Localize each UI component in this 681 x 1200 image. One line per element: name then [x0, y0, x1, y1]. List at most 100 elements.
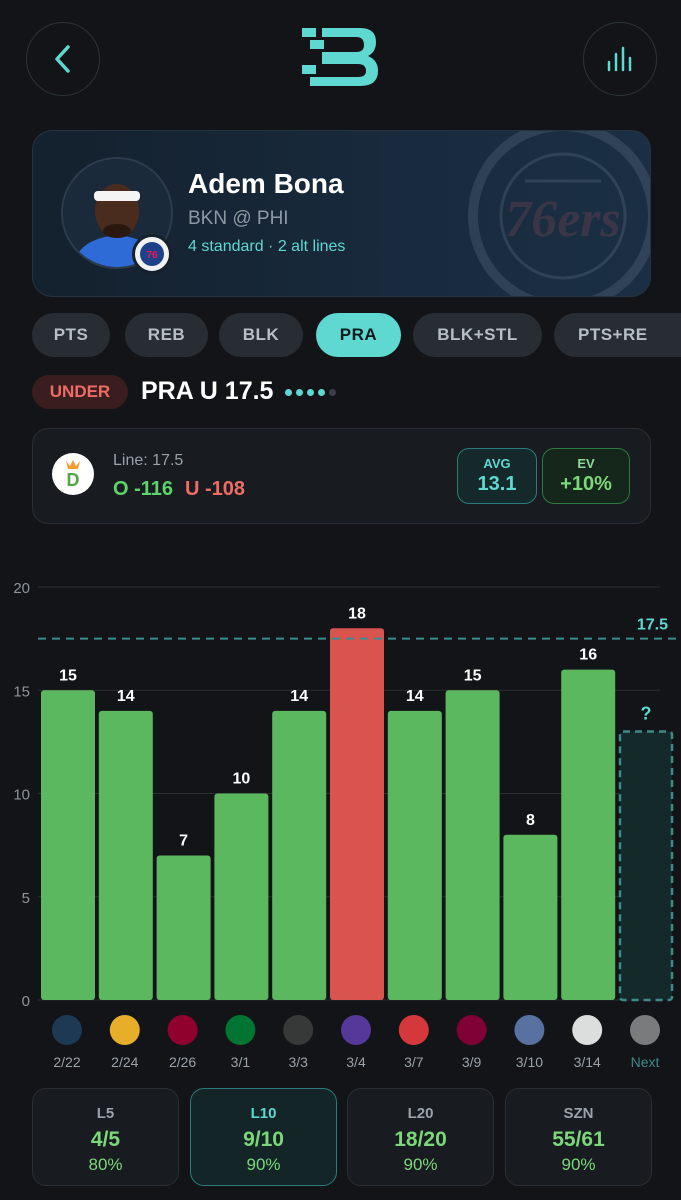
- y-tick-label: 15: [13, 683, 30, 700]
- cavaliers-logo-icon: [456, 1015, 487, 1045]
- heat-logo-icon: [167, 1015, 198, 1045]
- x-tick-label: 3/9: [462, 1054, 482, 1070]
- threshold-label: 17.5: [637, 617, 668, 634]
- pager-dot[interactable]: [285, 389, 292, 396]
- x-tick-label: 3/10: [516, 1054, 543, 1070]
- summary-fraction: 9/10: [243, 1128, 284, 1151]
- tab-label: BLK: [242, 325, 280, 344]
- x-tick-label: 3/1: [231, 1054, 251, 1070]
- y-tick-label: 0: [22, 993, 30, 1010]
- x-tick-label: 3/3: [288, 1054, 308, 1070]
- jazz-logo-icon: [341, 1015, 371, 1045]
- line-label: Line: 17.5: [113, 452, 184, 469]
- summary-percent: 90%: [561, 1155, 596, 1174]
- svg-text:D: D: [67, 470, 80, 490]
- 76ers-watermark-icon: 76ers: [468, 131, 650, 296]
- bar-value-label: 8: [526, 812, 535, 829]
- summary-card-l10[interactable]: L10 9/10 90%: [190, 1088, 337, 1186]
- side-label: UNDER: [49, 382, 111, 401]
- bar: [445, 690, 500, 1000]
- bar-chart-icon: [607, 46, 632, 72]
- bar: [272, 710, 327, 1000]
- x-tick-label: 2/26: [169, 1054, 196, 1070]
- bar: [98, 710, 153, 1000]
- tab-pts[interactable]: PTS: [32, 313, 110, 357]
- tab-reb[interactable]: REB: [125, 313, 208, 357]
- bar-value-label: 14: [117, 688, 135, 705]
- prop-title: PRA U 17.5: [141, 377, 274, 405]
- under-odds[interactable]: U -108: [185, 478, 246, 500]
- over-odds[interactable]: O -116: [113, 478, 174, 500]
- bar-value-label: 10: [233, 771, 251, 788]
- tab-label: PTS: [53, 325, 89, 344]
- x-tick-label: 2/24: [111, 1054, 138, 1070]
- pager-dot[interactable]: [307, 389, 314, 396]
- summary-fraction: 55/61: [552, 1128, 605, 1151]
- grizzlies-logo-icon: [514, 1015, 545, 1045]
- x-tick-label: 3/4: [346, 1054, 366, 1070]
- lines-summary: 4 standard · 2 alt lines: [188, 238, 346, 255]
- summary-card-szn[interactable]: SZN 55/61 90%: [505, 1088, 652, 1186]
- pager-dot[interactable]: [318, 389, 325, 396]
- side-badge: UNDER: [32, 375, 128, 409]
- tab-blk[interactable]: BLK: [219, 313, 303, 357]
- tab-label: PRA: [339, 325, 378, 344]
- svg-text:76: 76: [146, 250, 158, 261]
- game-log-chart: 0 5 10 15 20 15 2/22 14 2/24 7 2/26 10 3/1 14 3/3 18 3/4…: [13, 580, 676, 1070]
- svg-text:76ers: 76ers: [505, 191, 621, 248]
- summary-label: L10: [250, 1105, 277, 1122]
- summary-percent: 90%: [246, 1155, 281, 1174]
- pager-dot[interactable]: [329, 389, 336, 396]
- summary-label: SZN: [563, 1105, 594, 1122]
- bar-value-label: 18: [348, 605, 366, 622]
- timberwolves-logo-icon: [52, 1015, 82, 1045]
- spurs-logo-icon: [283, 1015, 314, 1045]
- bar: [330, 628, 384, 1000]
- summary-label: L20: [407, 1105, 434, 1122]
- back-button[interactable]: [26, 22, 100, 96]
- tab-pts-reb[interactable]: PTS+RE: [554, 313, 681, 357]
- tab-blk-stl[interactable]: BLK+STL: [413, 313, 542, 357]
- celtics-logo-icon: [225, 1015, 256, 1045]
- ev-label: EV: [577, 456, 595, 471]
- avg-label: AVG: [483, 456, 511, 471]
- player-name: Adem Bona: [188, 168, 344, 199]
- summary-label: L5: [96, 1105, 115, 1122]
- summary-percent: 80%: [88, 1155, 123, 1174]
- hawks-logo-icon: [398, 1015, 429, 1045]
- pacers-logo-icon: [109, 1015, 140, 1045]
- summary-card-l20[interactable]: L20 18/20 90%: [347, 1088, 494, 1186]
- matchup: BKN @ PHI: [188, 208, 289, 229]
- bar-value-label: 15: [59, 667, 77, 684]
- next-game-bar: [618, 730, 674, 1002]
- 76ers-logo-icon: 76: [132, 234, 172, 274]
- summary-card-l5[interactable]: L5 4/5 80%: [32, 1088, 179, 1186]
- y-tick-label: 5: [22, 890, 30, 907]
- x-tick-label: 2/22: [53, 1054, 80, 1070]
- nets-logo-icon: [572, 1015, 603, 1045]
- ev-badge: EV +10%: [542, 448, 630, 504]
- brand-b-logo-icon: [302, 28, 378, 86]
- bar: [214, 793, 269, 1000]
- x-tick-label: Next: [631, 1054, 660, 1070]
- bar: [41, 690, 95, 1000]
- player-card[interactable]: 76ers: [32, 130, 651, 297]
- avg-value: 13.1: [477, 473, 517, 495]
- summary-fraction: 4/5: [90, 1128, 121, 1151]
- avg-badge: AVG 13.1: [457, 448, 537, 504]
- chevron-left-icon: [55, 45, 70, 73]
- nets-logo-icon: [630, 1015, 660, 1045]
- bar-value-label: 16: [579, 647, 597, 664]
- tab-label: BLK+STL: [437, 325, 518, 344]
- next-game-label: ?: [641, 704, 652, 724]
- y-tick-label: 10: [13, 787, 30, 804]
- bar: [156, 855, 211, 1000]
- tab-pra[interactable]: PRA: [316, 313, 401, 357]
- bar-value-label: 7: [179, 832, 188, 849]
- summary-fraction: 18/20: [394, 1128, 447, 1151]
- bar-value-label: 14: [406, 688, 424, 705]
- x-tick-label: 3/7: [404, 1054, 424, 1070]
- pager-dot[interactable]: [296, 389, 303, 396]
- ev-value: +10%: [560, 473, 612, 495]
- stats-button[interactable]: [583, 22, 657, 96]
